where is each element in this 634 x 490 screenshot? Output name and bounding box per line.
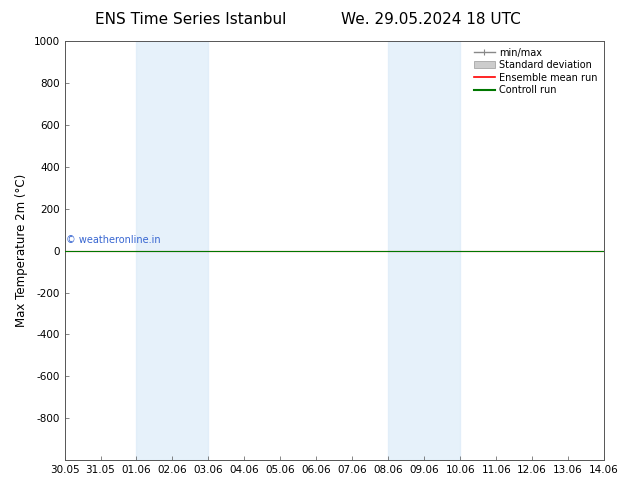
Text: © weatheronline.in: © weatheronline.in (67, 235, 161, 245)
Legend: min/max, Standard deviation, Ensemble mean run, Controll run: min/max, Standard deviation, Ensemble me… (472, 46, 599, 97)
Text: We. 29.05.2024 18 UTC: We. 29.05.2024 18 UTC (341, 12, 521, 27)
Bar (388, 41, 460, 460)
Bar (136, 41, 209, 460)
Text: ENS Time Series Istanbul: ENS Time Series Istanbul (94, 12, 286, 27)
Y-axis label: Max Temperature 2m (°C): Max Temperature 2m (°C) (15, 174, 28, 327)
